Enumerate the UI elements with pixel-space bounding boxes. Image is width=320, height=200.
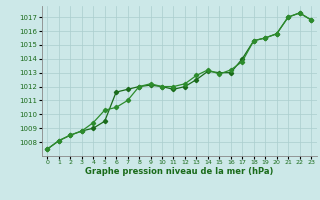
X-axis label: Graphe pression niveau de la mer (hPa): Graphe pression niveau de la mer (hPa): [85, 167, 273, 176]
